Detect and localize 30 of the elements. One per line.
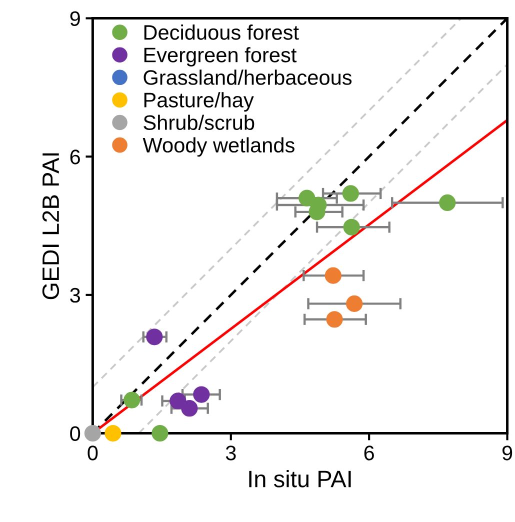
legend-label: Grassland/herbaceous <box>144 70 352 85</box>
point <box>84 424 101 442</box>
point <box>146 328 163 346</box>
legend-label: Evergreen forest <box>144 47 297 66</box>
y-axis-title: GEDI L2B PAI <box>42 153 60 300</box>
x-tick-label: 3 <box>226 446 236 460</box>
legend-label: Pasture/hay <box>144 92 254 112</box>
point <box>326 311 343 328</box>
point <box>124 392 140 408</box>
point <box>181 400 198 417</box>
y-tick-label: 3 <box>70 288 80 303</box>
y-tick-label: 0 <box>70 426 80 442</box>
point <box>324 267 342 284</box>
legend-label: Woody wetlands <box>142 137 294 157</box>
y-tick-label: 6 <box>70 150 80 164</box>
point <box>342 185 359 202</box>
point <box>343 218 360 236</box>
point <box>152 424 168 442</box>
x-tick-label: 6 <box>364 446 374 460</box>
legend-label: Shrub/scrub <box>144 114 254 130</box>
x-axis-title: In situ PAI <box>249 470 351 488</box>
point <box>193 386 210 403</box>
legend-label: Deciduous forest <box>144 24 299 40</box>
x-tick-label: 0 <box>88 446 98 460</box>
point <box>439 194 456 212</box>
point <box>346 295 363 312</box>
point <box>298 190 316 206</box>
y-tick-label: 9 <box>70 11 80 26</box>
point <box>104 424 122 442</box>
x-tick-label: 9 <box>502 446 512 460</box>
